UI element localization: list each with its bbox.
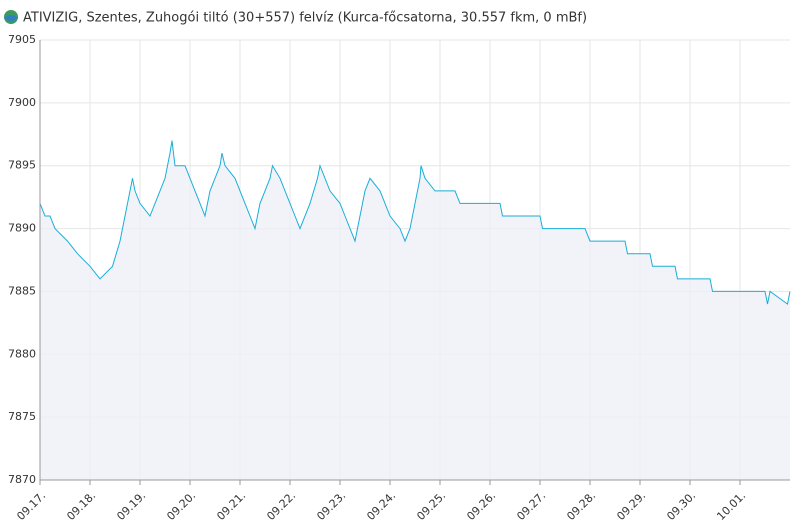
y-tick-label: 7870: [8, 473, 36, 486]
y-tick-label: 7900: [8, 96, 36, 109]
y-tick-label: 7890: [8, 222, 36, 235]
y-tick-label: 7880: [8, 347, 36, 360]
y-tick-label: 7885: [8, 284, 36, 297]
y-tick-label: 7875: [8, 410, 36, 423]
y-tick-label: 7895: [8, 159, 36, 172]
logo: [4, 10, 18, 24]
y-tick-label: 7905: [8, 33, 36, 46]
chart-title: ATIVIZIG, Szentes, Zuhogói tiltó (30+557…: [23, 11, 587, 26]
area-fill: [40, 140, 790, 480]
line: [39, 140, 791, 305]
